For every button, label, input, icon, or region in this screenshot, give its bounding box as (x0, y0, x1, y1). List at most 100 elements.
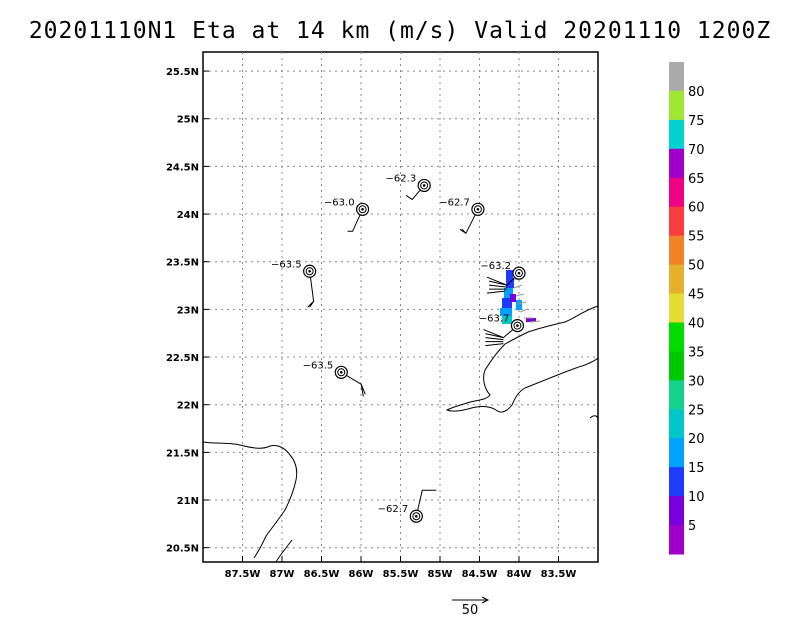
lat-tick-label: 23.5N (166, 258, 199, 269)
colorbar-label: 75 (688, 114, 705, 129)
station-value-label: −63.5 (271, 259, 302, 270)
station-center (339, 370, 343, 374)
station-ring-inner (515, 269, 523, 278)
cuba-coastline (445, 305, 599, 413)
wind-shade-cell (526, 318, 536, 322)
wind-shade-cell (506, 270, 513, 278)
station-value-label: −62.7 (439, 197, 470, 208)
colorbar-segment (669, 467, 684, 497)
colorbar-label: 55 (688, 230, 705, 245)
cozumel-island (275, 539, 293, 563)
wind-barb (483, 325, 518, 347)
lon-tick-label: 86W (349, 569, 374, 580)
wind-vector (513, 275, 541, 323)
colorbar-label: 25 (688, 403, 705, 418)
colorbar-label: 5 (688, 519, 696, 534)
wind-shade-cell (516, 300, 522, 310)
lon-tick-label: 84.5W (462, 569, 498, 580)
colorbar-segment (669, 235, 684, 266)
lon-tick-label: 86.5W (304, 569, 340, 580)
lon-tick-label: 83.5W (541, 569, 577, 580)
station-ring-inner (412, 512, 421, 521)
station-ring-inner (473, 205, 482, 214)
wind-vectors (513, 275, 541, 323)
isle-of-youth (589, 415, 599, 421)
station-value-label: −63.2 (480, 261, 511, 272)
wind-shade-cell (504, 288, 513, 298)
colorbar-segment (669, 264, 684, 295)
wind-shade-cell (506, 278, 514, 288)
map-title: 20201110N1 Eta at 14 km (m/s) Valid 2020… (28, 18, 772, 44)
lat-tick-label: 20.5N (166, 544, 199, 555)
colorbar-label: 30 (688, 374, 705, 389)
station-ring-inner (305, 267, 314, 276)
colorbar-segment (669, 525, 684, 555)
station-center (415, 514, 418, 518)
colorbar-label: 20 (688, 432, 705, 447)
lat-tick-label: 24N (177, 210, 199, 221)
colorbar-label: 70 (688, 143, 705, 158)
station: −63.2 (480, 261, 526, 294)
colorbar-label: 80 (688, 85, 705, 100)
lon-tick-label: 85W (428, 569, 453, 580)
reference-arrow-head (481, 596, 490, 604)
colorbar-segment (669, 438, 684, 468)
colorbar-label: 50 (688, 259, 705, 274)
lon-tick-label: 84W (507, 569, 532, 580)
wind-barb (459, 209, 479, 235)
station-center (517, 271, 521, 275)
lon-tick-label: 85.5W (383, 569, 419, 580)
wind-barb (307, 271, 315, 308)
station-ring-inner (358, 205, 367, 214)
colorbar-label: 45 (688, 288, 705, 303)
colorbar-label: 15 (688, 461, 705, 476)
station-center (516, 324, 519, 327)
lon-tick-label: 87W (270, 569, 295, 580)
colorbar-segment (669, 380, 684, 410)
colorbar-segment (669, 322, 684, 352)
lat-tick-label: 22.5N (166, 353, 199, 364)
lat-tick-label: 25N (177, 115, 199, 126)
colorbar-segment (669, 177, 684, 208)
station-center (361, 207, 364, 211)
station: −62.7 (378, 489, 437, 523)
lat-tick-label: 22N (177, 401, 199, 412)
station-center (308, 269, 311, 273)
colorbar-segment (669, 496, 684, 526)
colorbar-segment (669, 62, 684, 92)
colorbar-label: 65 (688, 172, 705, 187)
station: −63.5 (271, 259, 317, 308)
reference-vector: 50 (452, 596, 490, 618)
yucatan-coastline (202, 441, 298, 559)
wind-shading (500, 270, 536, 324)
wind-shade-cell (500, 308, 512, 316)
coastline (202, 305, 599, 563)
colorbar-segment (669, 351, 684, 381)
wind-barb (486, 272, 520, 294)
colorbar-segment (669, 206, 684, 237)
colorbar-segment (669, 409, 684, 439)
lat-tick-label: 24.5N (166, 162, 199, 173)
colorbar-segment (669, 148, 684, 179)
wind-shade-cell (502, 298, 512, 308)
lat-tick-label: 23N (177, 305, 199, 316)
wind-barb (415, 489, 437, 517)
station-value-label: −63.0 (324, 197, 355, 208)
colorbar-label: 10 (688, 490, 705, 505)
station-value-label: −62.7 (378, 504, 409, 515)
station-ring-inner (337, 368, 346, 377)
colorbar-segment (669, 119, 684, 150)
station: −63.0 (324, 197, 370, 232)
lat-tick-label: 21.5N (166, 448, 199, 459)
reference-vector-label: 50 (462, 603, 479, 618)
station-value-label: −62.3 (386, 173, 417, 184)
wind-barb (347, 209, 364, 232)
station-ring-inner (513, 321, 522, 330)
station: −62.3 (386, 173, 431, 201)
wind-barb (340, 371, 366, 397)
colorbar-segment (669, 293, 684, 323)
station-center (422, 184, 426, 187)
lat-tick-label: 25.5N (166, 67, 199, 78)
station: −63.5 (303, 360, 366, 397)
